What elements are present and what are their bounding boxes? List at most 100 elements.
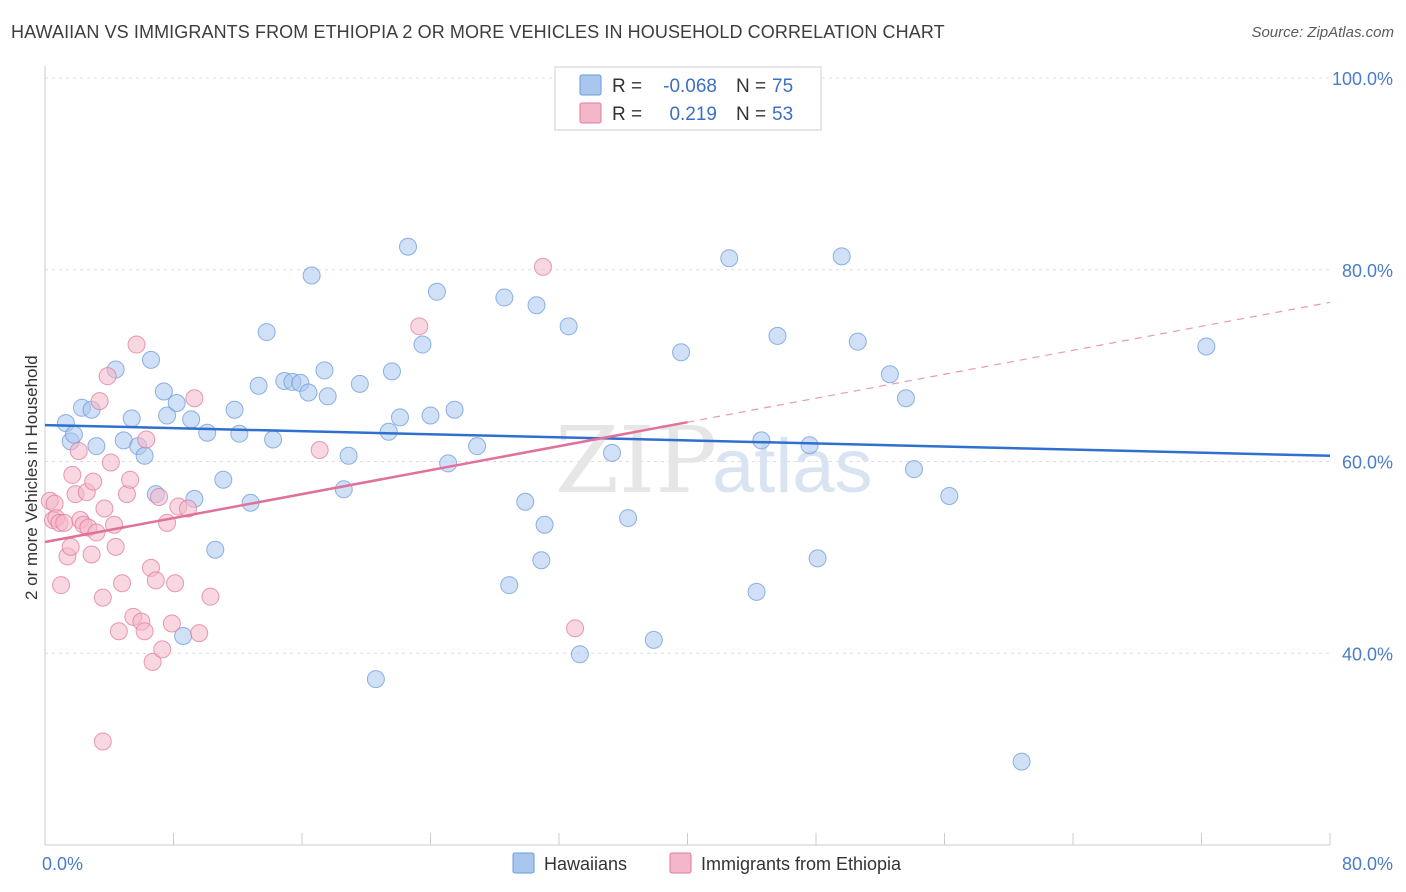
- data-point: [162, 614, 181, 633]
- data-point: [198, 423, 217, 442]
- data-point: [318, 387, 337, 406]
- data-point: [752, 431, 771, 450]
- x-tick-label: 80.0%: [1342, 854, 1393, 874]
- data-point: [166, 574, 185, 593]
- data-point: [143, 652, 162, 671]
- data-point: [570, 645, 589, 664]
- data-point: [63, 465, 82, 484]
- y-tick-label: 80.0%: [1342, 261, 1393, 281]
- data-point: [185, 389, 204, 408]
- data-point: [178, 499, 197, 518]
- data-point: [603, 443, 622, 462]
- watermark-zip: ZIP: [555, 407, 717, 514]
- data-point: [379, 422, 398, 441]
- data-point: [52, 576, 71, 595]
- series-legend-label-ethiopia: Immigrants from Ethiopia: [701, 854, 902, 874]
- data-point: [500, 576, 519, 595]
- data-point: [135, 622, 154, 641]
- trend-line-hawaiians: [44, 423, 1331, 457]
- data-point: [113, 574, 132, 593]
- y-tick-label: 40.0%: [1342, 644, 1393, 664]
- data-point: [366, 670, 385, 689]
- series-legend: Hawaiians Immigrants from Ethiopia: [512, 852, 902, 874]
- data-point: [264, 430, 283, 449]
- data-point: [315, 361, 334, 380]
- axes: [44, 66, 1331, 846]
- data-point: [495, 288, 514, 307]
- data-point: [249, 376, 268, 395]
- data-point: [167, 394, 186, 413]
- legend-r-label: R =: [612, 76, 642, 97]
- data-point: [109, 622, 128, 641]
- chart-title: HAWAIIAN VS IMMIGRANTS FROM ETHIOPIA 2 O…: [11, 22, 945, 42]
- data-point: [154, 382, 173, 401]
- data-point: [339, 446, 358, 465]
- data-point: [382, 362, 401, 381]
- data-point: [98, 367, 117, 386]
- data-point: [201, 587, 220, 606]
- tick-labels: 40.0% 60.0% 80.0% 100.0% 0.0% 80.0%: [42, 69, 1393, 874]
- data-point: [808, 549, 827, 568]
- data-point: [225, 400, 244, 419]
- data-point: [421, 406, 440, 425]
- data-point: [310, 440, 329, 459]
- data-point: [896, 389, 915, 408]
- data-point: [93, 732, 112, 751]
- source-credit: Source: ZipAtlas.com: [1251, 24, 1394, 41]
- trend-line-ethiopia-extrapolated: [687, 301, 1331, 423]
- data-point: [206, 540, 225, 559]
- data-point: [106, 537, 125, 556]
- data-point: [84, 472, 103, 491]
- legend-r-value: -0.068: [663, 76, 717, 97]
- legend-swatch-ethiopia: [579, 102, 602, 124]
- data-point: [135, 446, 154, 465]
- data-point: [82, 545, 101, 564]
- data-point: [334, 480, 353, 499]
- legend-n-label: N =: [736, 76, 766, 97]
- legend-n-value: 75: [772, 76, 793, 97]
- data-point: [800, 436, 819, 455]
- legend-n-value: 53: [772, 104, 793, 125]
- data-point: [93, 588, 112, 607]
- data-point: [559, 317, 578, 336]
- data-point: [1197, 337, 1216, 356]
- legend-r-label: R =: [612, 104, 642, 125]
- data-point: [532, 551, 551, 570]
- data-point: [150, 487, 169, 506]
- data-point: [399, 237, 418, 256]
- data-point: [182, 410, 201, 429]
- data-point: [122, 409, 141, 428]
- data-point: [880, 365, 899, 384]
- series-legend-swatch-hawaiians: [512, 852, 535, 874]
- data-point: [527, 296, 546, 315]
- data-point: [127, 335, 146, 354]
- series-legend-swatch-ethiopia: [669, 852, 692, 874]
- data-point: [566, 619, 585, 638]
- data-point: [101, 453, 120, 472]
- data-point: [427, 282, 446, 301]
- data-point: [413, 335, 432, 354]
- data-point: [95, 499, 114, 518]
- data-point: [468, 437, 487, 456]
- data-point: [87, 437, 106, 456]
- legend-r-value: 0.219: [669, 104, 717, 125]
- trend-line-ethiopia: [44, 420, 688, 544]
- data-point: [904, 460, 923, 479]
- data-point: [230, 424, 249, 443]
- data-point: [214, 470, 233, 489]
- data-point: [121, 470, 140, 489]
- data-point: [533, 257, 552, 276]
- data-point: [832, 247, 851, 266]
- data-point: [190, 624, 209, 643]
- data-point: [137, 430, 156, 449]
- data-point: [720, 249, 739, 268]
- data-point: [61, 537, 80, 556]
- data-point: [55, 513, 74, 532]
- data-point: [390, 408, 409, 427]
- data-point: [146, 571, 165, 590]
- data-point: [535, 515, 554, 534]
- y-tick-label: 60.0%: [1342, 453, 1393, 473]
- grid-lines: [45, 77, 1330, 654]
- y-tick-label: 100.0%: [1332, 69, 1393, 89]
